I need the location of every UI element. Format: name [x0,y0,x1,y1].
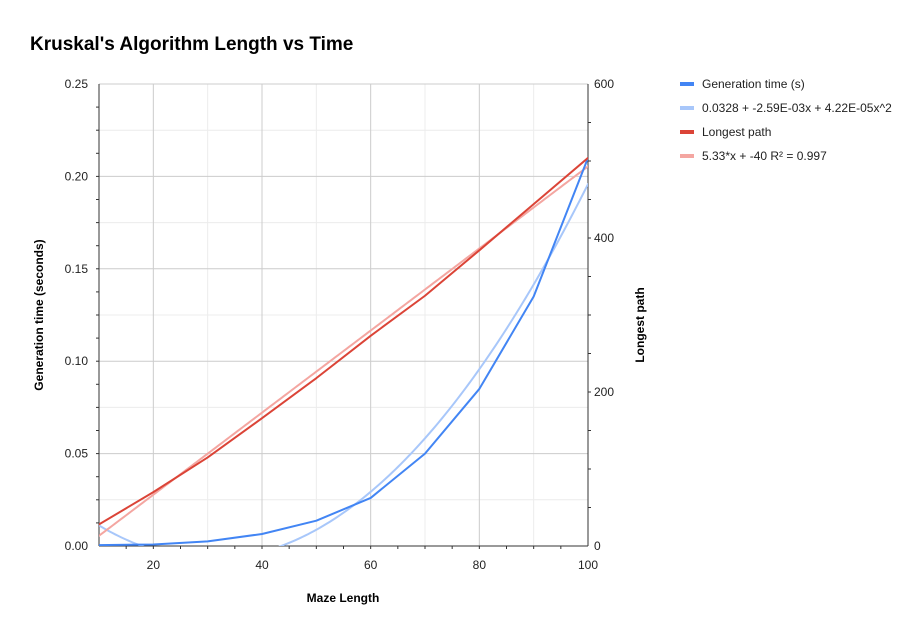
y-left-tick-label: 0.20 [65,169,89,183]
chart-title: Kruskal's Algorithm Length vs Time [30,34,353,55]
trendline-1 [99,183,588,546]
tick-labels: 20 40 60 80 100 0.00 0.05 0.10 0.15 0.20 0.25 0 200 4… [65,77,615,572]
series-line-2 [99,156,588,526]
y-right-tick-label: 0 [594,539,601,553]
y-left-tick-label: 0.15 [65,262,89,276]
legend-label-1: 0.0328 + -2.59E-03x + 4.22E-05x^2 [702,101,892,115]
series-group [99,156,588,546]
axes [96,84,591,549]
y-left-axis-title: Generation time (seconds) [32,239,46,390]
y-left-tick-label: 0.25 [65,77,89,91]
y-right-tick-label: 400 [594,231,614,245]
legend-label-0: Generation time (s) [702,77,805,91]
y-right-axis-title: Longest path [633,287,647,362]
legend-label-3: 5.33*x + -40 R² = 0.997 [702,149,827,163]
y-left-tick-label: 0.05 [65,447,89,461]
series-line-0 [99,156,588,546]
y-left-tick-label: 0.10 [65,354,89,368]
x-tick-label: 80 [473,558,487,572]
legend-label-2: Longest path [702,125,771,139]
y-left-tick-label: 0.00 [65,539,89,553]
y-right-tick-label: 200 [594,385,614,399]
x-tick-label: 20 [147,558,161,572]
x-tick-label: 40 [255,558,269,572]
x-tick-label: 60 [364,558,378,572]
x-axis-title: Maze Length [307,591,380,605]
y-right-tick-label: 600 [594,77,614,91]
x-tick-label: 100 [578,558,598,572]
grid [98,83,589,547]
legend: Generation time (s) 0.0328 + -2.59E-03x +… [680,77,892,163]
